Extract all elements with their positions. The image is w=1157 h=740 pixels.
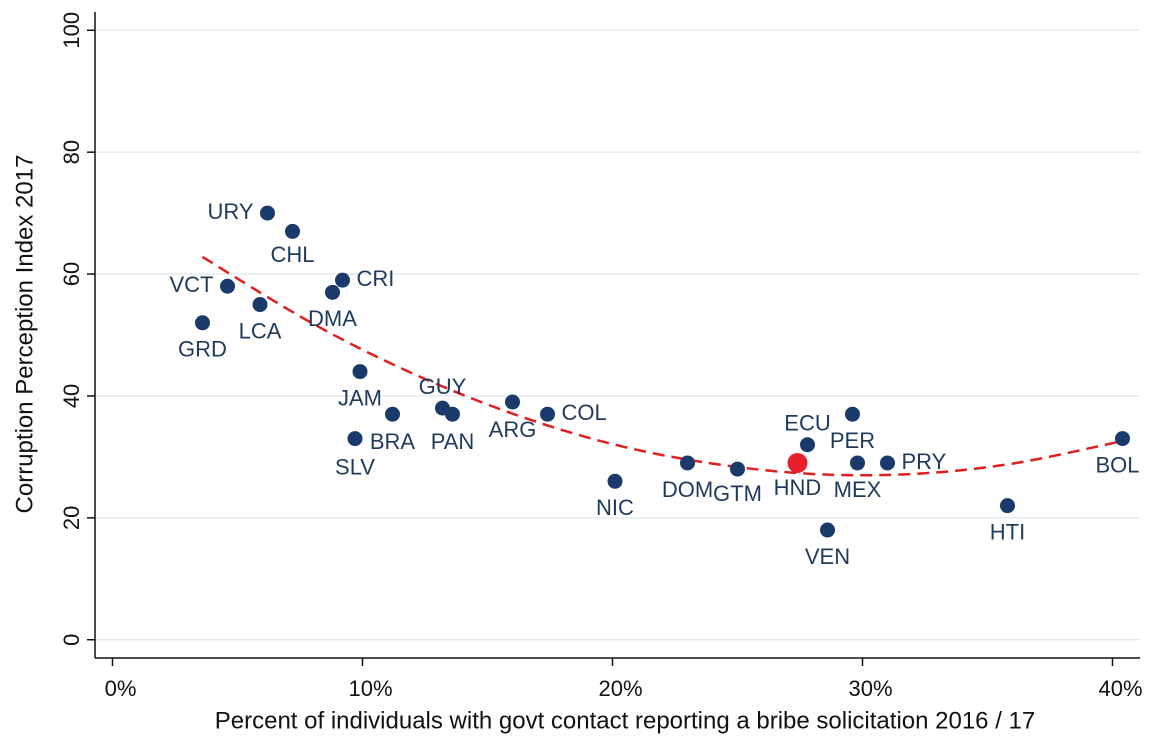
point: [850, 455, 865, 471]
point: [800, 437, 815, 453]
point-label: DOM: [662, 477, 713, 502]
y-tick-label: 0: [59, 634, 84, 646]
fit-line: [201, 255, 1123, 477]
point-label: VEN: [805, 544, 850, 569]
point: [880, 455, 895, 471]
point-label: PAN: [431, 429, 475, 454]
point: [730, 461, 745, 477]
point: [252, 297, 268, 313]
point-label: ARG: [489, 417, 537, 442]
point: [680, 455, 695, 471]
point: [820, 522, 835, 538]
point: [347, 431, 363, 447]
y-tick-label: 80: [59, 140, 84, 164]
point: [1000, 498, 1015, 514]
x-tick-label: 30%: [848, 676, 892, 701]
point-label: MEX: [834, 477, 882, 502]
point: [787, 452, 808, 473]
point-label: GRD: [178, 337, 227, 362]
x-axis-title: Percent of individuals with govt contact…: [215, 707, 1035, 734]
point: [385, 406, 400, 422]
point-label: ECU: [784, 411, 830, 436]
point-label: CRI: [357, 266, 395, 291]
point-label: HTI: [990, 519, 1025, 544]
point-label: URY: [207, 199, 253, 224]
point: [845, 406, 860, 422]
point-label: NIC: [596, 495, 634, 520]
point-label: COL: [562, 400, 607, 425]
point-label: BOL: [1095, 452, 1139, 477]
y-axis-title: Corruption Perception Index 2017: [11, 155, 38, 514]
point-label: PRY: [902, 449, 947, 474]
point-label: LCA: [239, 318, 282, 343]
point-label: SLV: [335, 454, 375, 479]
x-tick-label: 10%: [348, 676, 392, 701]
point-label: PER: [830, 428, 875, 453]
point: [285, 223, 300, 239]
point-label: BRA: [370, 429, 416, 454]
point-label: DMA: [308, 306, 357, 331]
point-label: VCT: [170, 272, 214, 297]
point: [505, 394, 520, 410]
y-tick-label: 20: [59, 506, 84, 530]
point: [260, 205, 275, 221]
point-label: GTM: [713, 481, 762, 506]
x-tick-label: 0%: [105, 676, 137, 701]
x-tick-label: 40%: [1098, 676, 1142, 701]
point: [1115, 431, 1130, 447]
y-tick-label: 40: [59, 384, 84, 408]
y-tick-label: 60: [59, 262, 84, 286]
point: [540, 406, 555, 422]
point: [352, 364, 368, 380]
point-label: GUY: [419, 374, 467, 399]
point-label: CHL: [270, 242, 314, 267]
point: [325, 284, 340, 300]
point-label: JAM: [338, 385, 382, 410]
point: [335, 272, 350, 288]
point: [607, 473, 623, 489]
point: [220, 278, 235, 294]
y-tick-label: 100: [59, 12, 84, 49]
point-label: HND: [774, 475, 822, 500]
point: [195, 315, 210, 331]
x-tick-label: 20%: [598, 676, 642, 701]
point: [445, 406, 460, 422]
